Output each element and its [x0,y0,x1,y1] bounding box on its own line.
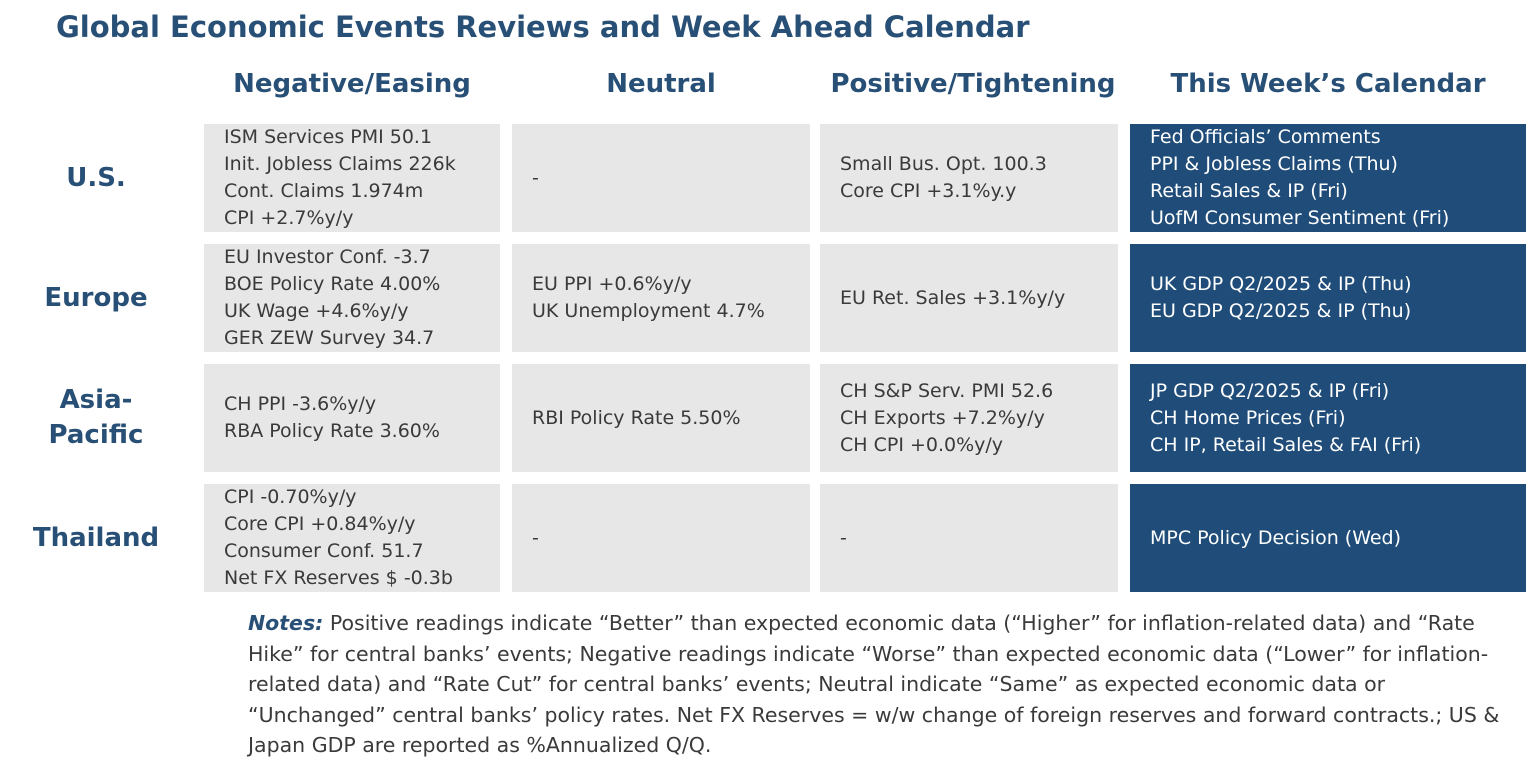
asia-calendar-item: CH IP, Retail Sales & FAI (Fri) [1150,433,1422,456]
us-negative-item: Init. Jobless Claims 226k [224,153,456,175]
asia-calendar-item: JP GDP Q2/2025 & IP (Fri) [1150,379,1390,402]
asia-calendar-cell: JP GDP Q2/2025 & IP (Fri) CH Home Prices… [1130,364,1526,472]
thailand-calendar-cell: MPC Policy Decision (Wed) [1130,484,1526,592]
asia-positive-cell: CH S&P Serv. PMI 52.6 CH Exports +7.2%y/… [820,364,1118,472]
thailand-calendar-item: MPC Policy Decision (Wed) [1150,526,1402,549]
column-header-neutral: Neutral [606,69,716,99]
thailand-negative-item: Net FX Reserves $ -0.3b [224,567,453,589]
asia-neutral-cell: RBI Policy Rate 5.50% [512,364,810,472]
us-neutral-item: - [532,166,539,189]
row-label-europe: Europe [44,282,148,313]
us-negative-cell: ISM Services PMI 50.1 Init. Jobless Clai… [204,124,500,232]
us-calendar-item: Fed Officials’ Comments [1150,126,1381,148]
europe-negative-item: GER ZEW Survey 34.7 [224,327,435,349]
thailand-negative-item: Consumer Conf. 51.7 [224,540,424,562]
europe-neutral-cell: EU PPI +0.6%y/y UK Unemployment 4.7% [512,244,810,352]
row-label-thailand: Thailand [32,522,160,553]
europe-positive-item: EU Ret. Sales +3.1%y/y [840,286,1066,309]
us-calendar-item: Retail Sales & IP (Fri) [1150,180,1348,202]
us-negative-item: CPI +2.7%y/y [224,207,354,229]
asia-negative-cell: CH PPI -3.6%y/y RBA Policy Rate 3.60% [204,364,500,472]
asia-positive-item: CH S&P Serv. PMI 52.6 [840,379,1054,402]
us-calendar-item: PPI & Jobless Claims (Thu) [1150,153,1398,175]
column-header-positive: Positive/Tightening [830,69,1116,99]
notes: Notes: Positive readings indicate “Bette… [248,608,1508,761]
asia-positive-item: CH CPI +0.0%y/y [840,433,1004,456]
europe-neutral-item: EU PPI +0.6%y/y [532,273,692,295]
europe-negative-item: BOE Policy Rate 4.00% [224,273,441,295]
europe-negative-cell: EU Investor Conf. -3.7 BOE Policy Rate 4… [204,244,500,352]
us-neutral-cell: - [512,124,810,232]
thailand-negative-item: CPI -0.70%y/y [224,486,357,508]
column-header-calendar: This Week’s Calendar [1170,69,1486,99]
us-positive-item: Small Bus. Opt. 100.3 [840,153,1047,175]
europe-positive-cell: EU Ret. Sales +3.1%y/y [820,244,1118,352]
thailand-positive-item: - [840,526,847,549]
europe-negative-item: UK Wage +4.6%y/y [224,300,409,322]
europe-neutral-item: UK Unemployment 4.7% [532,300,765,322]
thailand-neutral-item: - [532,526,539,549]
asia-neutral-item: RBI Policy Rate 5.50% [532,406,741,429]
asia-calendar-item: CH Home Prices (Fri) [1150,406,1346,429]
notes-label: Notes: [248,611,324,635]
us-positive-item: Core CPI +3.1%y.y [840,180,1017,202]
us-negative-item: Cont. Claims 1.974m [224,180,424,202]
europe-calendar-item: EU GDP Q2/2025 & IP (Thu) [1150,300,1412,322]
thailand-negative-item: Core CPI +0.84%y/y [224,513,416,535]
europe-calendar-item: UK GDP Q2/2025 & IP (Thu) [1150,273,1412,295]
thailand-neutral-cell: - [512,484,810,592]
us-calendar-item: UofM Consumer Sentiment (Fri) [1150,207,1450,229]
row-label-asia-line1: Asia- [59,385,133,415]
europe-calendar-cell: UK GDP Q2/2025 & IP (Thu) EU GDP Q2/2025… [1130,244,1526,352]
page-title: Global Economic Events Reviews and Week … [56,10,1030,44]
row-label-asia-pacific: Asia- Pacific [20,364,172,472]
us-positive-cell: Small Bus. Opt. 100.3 Core CPI +3.1%y.y [820,124,1118,232]
asia-negative-item: CH PPI -3.6%y/y [224,393,377,415]
row-label-us: U.S. [66,162,126,193]
row-label-asia-line2: Pacific [48,420,144,450]
thailand-positive-cell: - [820,484,1118,592]
us-calendar-cell: Fed Officials’ Comments PPI & Jobless Cl… [1130,124,1526,232]
europe-negative-item: EU Investor Conf. -3.7 [224,246,431,268]
asia-negative-item: RBA Policy Rate 3.60% [224,420,440,442]
notes-text: Positive readings indicate “Better” than… [248,611,1500,757]
us-negative-item: ISM Services PMI 50.1 [224,126,433,148]
asia-positive-item: CH Exports +7.2%y/y [840,406,1045,429]
thailand-negative-cell: CPI -0.70%y/y Core CPI +0.84%y/y Consume… [204,484,500,592]
column-header-negative: Negative/Easing [233,69,471,99]
